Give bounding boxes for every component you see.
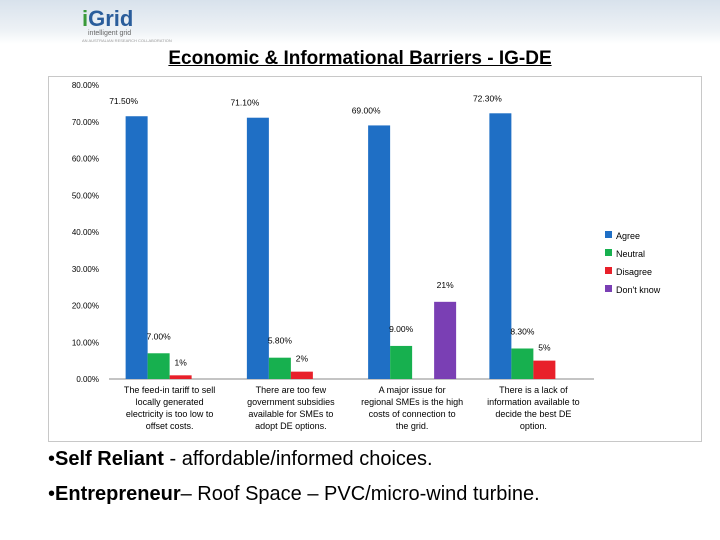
- legend-swatch: [605, 231, 612, 238]
- data-label: 9.00%: [389, 324, 414, 334]
- y-tick-label: 50.00%: [72, 191, 99, 200]
- data-label: 5%: [538, 343, 551, 353]
- bar: [533, 360, 556, 379]
- bullet-bold: Self Reliant: [55, 448, 164, 470]
- bar: [169, 375, 192, 379]
- legend-swatch: [605, 285, 612, 292]
- category-label: costs of connection to: [369, 409, 456, 419]
- header-band: [0, 0, 720, 44]
- y-tick-label: 10.00%: [72, 338, 99, 347]
- data-label: 7.00%: [147, 331, 172, 341]
- logo-subtext: AN AUSTRALIAN RESEARCH COLLABORATION: [82, 38, 172, 43]
- bar: [511, 348, 534, 379]
- bullet-item: •Self Reliant - affordable/informed choi…: [48, 448, 433, 470]
- category-label: available for SMEs to: [248, 409, 333, 419]
- category-label: There are too few: [256, 385, 327, 395]
- chart-frame: 0.00% 10.00% 20.00% 30.00% 40.00% 50.00% 60.00…: [48, 76, 702, 442]
- bar: [268, 357, 291, 379]
- bullet-bold: Entrepreneur: [55, 483, 181, 505]
- category-label: electricity is too low to: [126, 409, 214, 419]
- bar: [147, 353, 170, 379]
- category-label: regional SMEs is the high: [361, 397, 463, 407]
- y-tick-label: 70.00%: [72, 118, 99, 127]
- category-label: There is a lack of: [499, 385, 568, 395]
- category-label: A major issue for: [379, 385, 446, 395]
- bar: [290, 371, 313, 379]
- data-label: 72.30%: [473, 93, 502, 103]
- data-label: 71.10%: [230, 98, 259, 108]
- y-tick-label: 60.00%: [72, 155, 99, 164]
- bar: [125, 116, 148, 380]
- data-label: 8.30%: [510, 326, 535, 336]
- legend-swatch: [605, 249, 612, 256]
- slide-title: Economic & Informational Barriers - IG-D…: [168, 48, 552, 69]
- legend-label: Don't know: [616, 285, 661, 295]
- bullet-text: - affordable/informed choices.: [163, 448, 433, 470]
- bar-chart: 0.00% 10.00% 20.00% 30.00% 40.00% 50.00% 60.00…: [72, 81, 661, 431]
- category-label: option.: [520, 421, 547, 431]
- logo-wordmark: iGrid: [82, 6, 134, 31]
- legend-label: Neutral: [616, 249, 645, 259]
- bullet-item: •Entrepreneur– Roof Space – PVC/micro-wi…: [48, 483, 540, 505]
- category-label: adopt DE options.: [255, 421, 327, 431]
- logo-tagline: intelligent grid: [88, 30, 132, 37]
- y-tick-label: 20.00%: [72, 302, 99, 311]
- igrid-logo: iGrid intelligent grid AN AUSTRALIAN RES…: [82, 4, 192, 44]
- data-label: 71.50%: [109, 96, 138, 106]
- bar: [434, 301, 457, 379]
- y-tick-label: 40.00%: [72, 228, 99, 237]
- data-label: 69.00%: [352, 105, 381, 115]
- category-label: locally generated: [136, 397, 204, 407]
- data-label: 21%: [437, 280, 454, 290]
- y-tick-label: 0.00%: [76, 375, 99, 384]
- y-tick-label: 30.00%: [72, 265, 99, 274]
- data-label: 1%: [174, 357, 187, 367]
- data-label: 2%: [296, 354, 309, 364]
- bullet-text: – Roof Space – PVC/micro-wind turbine.: [180, 483, 540, 505]
- category-label: offset costs.: [146, 421, 194, 431]
- category-label: information available to: [487, 397, 580, 407]
- category-label: decide the best DE: [495, 409, 571, 419]
- bullet-list: •Self Reliant - affordable/informed choi…: [48, 448, 708, 518]
- legend-label: Disagree: [616, 267, 652, 277]
- bar: [489, 113, 512, 380]
- category-label: government subsidies: [247, 397, 335, 407]
- bar: [368, 125, 391, 379]
- y-tick-label: 80.00%: [72, 81, 99, 90]
- bar: [246, 117, 269, 379]
- data-label: 5.80%: [268, 336, 293, 346]
- category-label: the grid.: [396, 421, 429, 431]
- category-label: The feed-in tariff to sell: [124, 385, 215, 395]
- legend-label: Agree: [616, 231, 640, 241]
- bar: [390, 345, 413, 379]
- legend-swatch: [605, 267, 612, 274]
